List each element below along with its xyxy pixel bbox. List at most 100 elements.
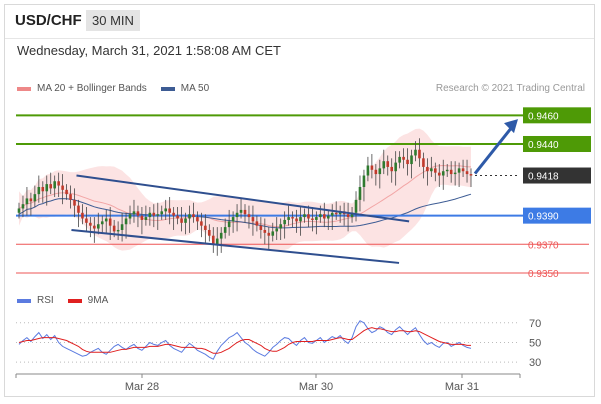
legend-rsi: RSI xyxy=(17,295,54,306)
candle-body xyxy=(307,214,310,219)
candle-body xyxy=(17,208,21,213)
candle-body xyxy=(168,208,171,213)
candle-body xyxy=(453,172,457,175)
level-label-0.9370: 0.9370 xyxy=(528,240,559,251)
candle-body xyxy=(128,214,132,219)
legend-ma20-label: MA 20 + Bollinger Bands xyxy=(37,83,147,94)
candle-body xyxy=(434,168,437,173)
candle-body xyxy=(208,229,211,236)
candle-body xyxy=(215,238,219,245)
candle-body xyxy=(116,229,120,232)
candle-body xyxy=(21,204,25,209)
price-legend: MA 20 + Bollinger Bands MA 50 xyxy=(17,83,209,94)
candle-body xyxy=(319,214,322,218)
candle-body xyxy=(422,158,425,167)
rsi-series-9ma xyxy=(18,327,471,354)
candle-body xyxy=(96,224,100,229)
rsi-swatch xyxy=(17,298,31,303)
rsi-ma-swatch xyxy=(67,298,82,303)
candle-body xyxy=(192,214,195,218)
candle-body xyxy=(346,214,350,218)
candle-body xyxy=(255,221,259,226)
candle-body xyxy=(334,212,338,215)
candle-body xyxy=(390,166,394,172)
candle-body xyxy=(204,225,207,230)
level-tag-0.9440 xyxy=(523,135,591,152)
legend-rsi-ma-label: 9MA xyxy=(87,295,109,306)
candle-body xyxy=(315,217,318,220)
rsi-tick-label: 50 xyxy=(529,337,541,349)
chart-header: USD/CHF 30 MIN xyxy=(5,5,594,39)
candle-body xyxy=(437,172,441,176)
forecast-arrow xyxy=(473,126,514,175)
candle-body xyxy=(394,162,397,172)
copyright: Research © 2021 Trading Central xyxy=(435,83,585,94)
candle-body xyxy=(196,217,199,222)
forecast-arrowhead xyxy=(504,119,518,134)
candle-body xyxy=(41,186,45,192)
candle-body xyxy=(406,159,409,165)
header-divider xyxy=(5,38,594,39)
rsi-series-rsi xyxy=(18,320,472,360)
candle-body xyxy=(93,225,96,229)
candle-body xyxy=(449,169,453,175)
candle-body xyxy=(469,174,473,176)
price-chart: 0.9460 0.9440 0.9418 0.9390 0.9370 0.9350 70 50… xyxy=(15,107,591,393)
level-tag-0.9460 xyxy=(523,107,591,124)
level-tag-0.9418 xyxy=(523,167,591,184)
x-tick-label: Mar 28 xyxy=(125,381,159,393)
candle-body xyxy=(251,217,255,222)
rsi-legend: RSI 9MA xyxy=(17,295,108,306)
candle-body xyxy=(386,161,390,167)
legend-ma50-label: MA 50 xyxy=(180,83,210,94)
candle-body xyxy=(104,218,108,222)
candle-body xyxy=(200,221,203,226)
rsi-tick-label: 70 xyxy=(529,318,541,330)
symbol-title: USD/CHF xyxy=(15,12,82,29)
candle-body xyxy=(227,221,231,228)
candle-body xyxy=(279,224,282,229)
level-label-0.9440: 0.9440 xyxy=(528,140,559,151)
candle-body xyxy=(65,189,68,195)
candle-body xyxy=(100,221,104,225)
candle-body xyxy=(57,181,60,186)
candle-body xyxy=(148,212,152,218)
candle-body xyxy=(311,218,314,220)
candle-body xyxy=(374,169,378,175)
level-label-0.9390: 0.9390 xyxy=(528,212,559,223)
x-tick-label: Mar 31 xyxy=(445,381,479,393)
candle-body xyxy=(445,169,449,172)
candle-body xyxy=(299,217,302,222)
candle-body xyxy=(426,166,429,172)
level-label-0.9418: 0.9418 xyxy=(528,172,559,183)
candle-body xyxy=(180,218,183,223)
candle-body xyxy=(136,211,140,216)
candle-body xyxy=(108,218,112,226)
candle-body xyxy=(267,232,271,236)
candle-body xyxy=(144,217,148,220)
candle-body xyxy=(287,217,290,220)
candle-body xyxy=(418,149,421,159)
candle-body xyxy=(402,156,405,160)
candle-body xyxy=(263,229,267,233)
candle-body xyxy=(81,212,84,219)
candle-body xyxy=(61,185,64,190)
candle-body xyxy=(172,212,175,216)
candle-body xyxy=(295,218,298,222)
bollinger-band xyxy=(19,128,471,251)
rsi-tick-label: 30 xyxy=(529,357,541,369)
candle-body xyxy=(120,224,124,230)
candle-body xyxy=(152,212,156,216)
candle-body xyxy=(211,235,215,245)
candle-body xyxy=(441,171,445,176)
candle-body xyxy=(37,186,41,195)
ma50-swatch xyxy=(160,86,175,91)
candle-body xyxy=(132,211,136,215)
candle-body xyxy=(176,215,179,219)
candle-body xyxy=(89,222,92,226)
candle-body xyxy=(33,194,37,202)
candle-body xyxy=(457,168,461,173)
timeframe-badge[interactable]: 30 MIN xyxy=(86,10,140,31)
candle-body xyxy=(235,212,239,218)
level-label-0.9350: 0.9350 xyxy=(528,269,559,280)
